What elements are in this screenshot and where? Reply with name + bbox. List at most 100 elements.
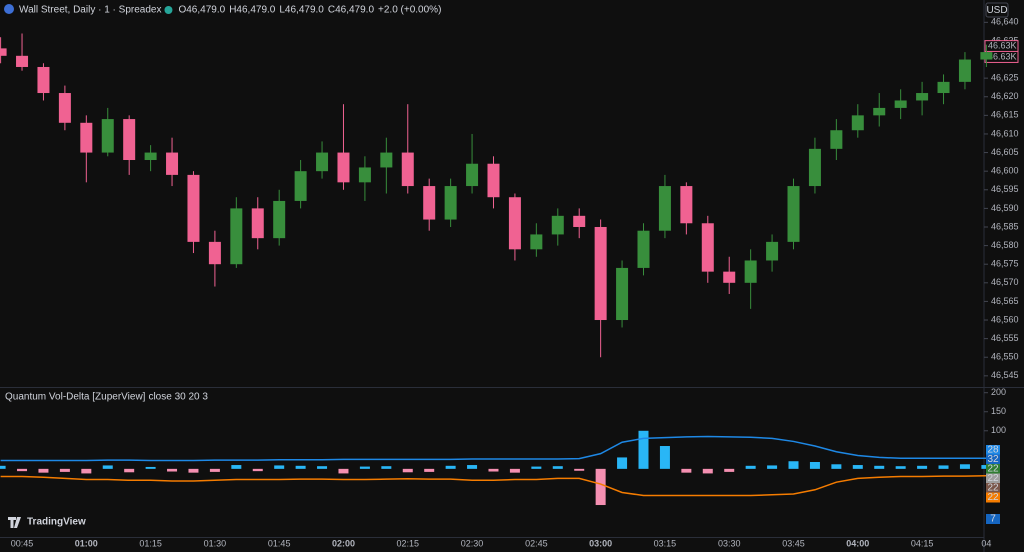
candle-body [916, 93, 929, 101]
delta-bar [81, 468, 92, 474]
x-tick-label: 04:15 [911, 538, 934, 548]
delta-bar [295, 465, 306, 469]
y-tick-label: 46,585 [991, 221, 1019, 231]
delta-bar [102, 465, 113, 469]
candle-body [894, 100, 907, 108]
axis-label-box [986, 445, 1000, 455]
y-tick-label: 200 [991, 387, 1006, 397]
ohlc-key: H [229, 5, 236, 16]
indicator-title[interactable]: Quantum Vol-Delta [ZuperView] [5, 392, 146, 403]
delta-bar [788, 461, 799, 469]
delta-bar [959, 464, 970, 469]
candle-body [466, 163, 479, 187]
y-tick-label: 46,555 [991, 333, 1019, 343]
candle-body [251, 208, 264, 239]
delta-bar [381, 466, 392, 469]
candle-body [380, 152, 393, 168]
flag-icon [4, 4, 14, 14]
y-tick-label: 46,545 [991, 370, 1019, 380]
axis-label: 22 [987, 464, 999, 475]
axis-label-box [986, 464, 1000, 474]
x-tick-label: 03:45 [782, 538, 805, 548]
currency[interactable]: USD [986, 5, 1007, 16]
candle-body [337, 152, 350, 183]
ohlc-key: C [328, 5, 335, 16]
y-tick-label: 46,620 [991, 91, 1019, 101]
delta-bar [402, 468, 413, 473]
candle-body [873, 107, 886, 116]
candle-body [423, 186, 436, 220]
delta-bar [209, 468, 220, 472]
band-line [0, 435, 987, 462]
ohlc-value: 46,479.0 [236, 5, 275, 16]
y-tick-label: 46,560 [991, 314, 1019, 324]
delta-bar [874, 465, 885, 469]
candle-body [37, 66, 50, 94]
delta-bar [167, 468, 178, 472]
delta-bar [509, 468, 520, 473]
delta-bar [724, 468, 735, 472]
y-tick-label: 100 [991, 425, 1006, 435]
candle-body [123, 119, 136, 161]
ohlc-value: 46,479.0 [335, 5, 374, 16]
delta-bar [188, 468, 199, 473]
y-tick-label: 46,640 [991, 17, 1019, 27]
x-tick-label: 02:45 [525, 538, 548, 548]
change: +2.0 (+0.00%) [378, 5, 441, 16]
delta-bar [574, 468, 585, 471]
x-tick-label: 02:30 [461, 538, 484, 548]
symbol-title[interactable]: Wall Street, Daily · 1 · Spreadex [19, 5, 161, 16]
axis-label: 22 [987, 473, 999, 484]
candle-body [166, 152, 179, 175]
candle-body [701, 223, 714, 272]
candle-body [208, 241, 221, 265]
band-line [0, 474, 987, 497]
y-tick-label: 46,615 [991, 110, 1019, 120]
x-tick-label: 01:15 [139, 538, 162, 548]
y-tick-label: 46,625 [991, 73, 1019, 83]
ohlc-value: 46,479.0 [186, 5, 225, 16]
candle-body [551, 215, 564, 235]
candle-body [80, 122, 93, 153]
candle-body [187, 174, 200, 242]
candle-body [594, 226, 607, 321]
candle-body [358, 167, 371, 183]
x-tick-label: 01:30 [204, 538, 227, 548]
candle-body [487, 163, 500, 198]
candle-body [808, 148, 821, 187]
x-tick-label: 04:00 [846, 538, 869, 548]
y-tick-label: 46,600 [991, 166, 1019, 176]
candle-body [294, 171, 307, 201]
delta-bar [617, 457, 628, 469]
delta-bar [231, 465, 242, 469]
y-tick-label: 150 [991, 406, 1006, 416]
ohlc-key: O [178, 5, 186, 16]
delta-bar [745, 465, 756, 469]
price-label: 46.63K [988, 51, 1017, 61]
delta-bar [17, 468, 28, 472]
x-tick-label: 04 [981, 538, 991, 548]
axis-label: 28 [987, 445, 999, 456]
currency-box[interactable] [985, 2, 1009, 18]
y-tick-label: 46,550 [991, 352, 1019, 362]
y-tick-label: 46,610 [991, 128, 1019, 138]
axis-label-box [986, 473, 1000, 484]
candle-body [616, 267, 629, 321]
y-tick-label: 46,605 [991, 147, 1019, 157]
candle-body [508, 197, 521, 250]
y-tick-label: 46,580 [991, 240, 1019, 250]
candle-body [401, 152, 414, 187]
delta-bar [145, 466, 156, 469]
branding[interactable]: TradingView [27, 517, 86, 528]
y-tick-label: 46,590 [991, 203, 1019, 213]
candle-body [637, 230, 650, 268]
delta-bar [767, 465, 778, 469]
candle-body [58, 93, 71, 123]
candle-body [230, 208, 243, 265]
ohlc-value: 46,479.0 [285, 5, 324, 16]
x-tick-label: 02:00 [332, 538, 355, 548]
delta-bar [317, 466, 328, 469]
delta-bar [445, 465, 456, 469]
candle-body [444, 186, 457, 220]
candle-body [937, 81, 950, 94]
